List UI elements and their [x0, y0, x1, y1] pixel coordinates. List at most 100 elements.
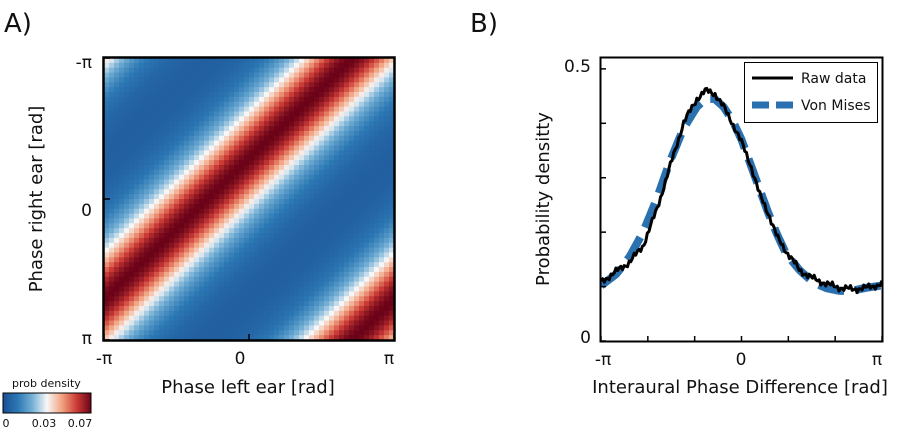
heatmap-cell: [109, 252, 115, 258]
heatmap-cell: [219, 126, 225, 132]
heatmap-cell: [174, 257, 180, 263]
heatmap-cell: [189, 121, 195, 127]
heatmap-cell: [289, 145, 295, 151]
heatmap-cell: [229, 58, 235, 64]
heatmap-cell: [379, 257, 385, 263]
heatmap-cell: [244, 320, 250, 327]
heatmap-cell: [119, 218, 125, 224]
heatmap-cell: [219, 135, 225, 142]
heatmap-cell: [269, 242, 275, 249]
heatmap-cell: [379, 203, 385, 210]
heatmap-cell: [349, 130, 355, 137]
heatmap-cell: [164, 237, 170, 244]
heatmap-cell: [234, 247, 240, 254]
heatmap-cell: [389, 267, 394, 273]
heatmap-cell: [169, 160, 175, 166]
heatmap-cell: [209, 330, 215, 336]
heatmap-cell: [389, 252, 394, 258]
heatmap-cell: [309, 271, 315, 278]
heatmap-cell: [299, 62, 305, 69]
heatmap-cell: [274, 130, 280, 137]
heatmap-cell: [289, 189, 295, 195]
heatmap-cell: [189, 276, 195, 283]
heatmap-cell: [184, 247, 190, 254]
heatmap-cell: [179, 281, 185, 288]
heatmap-cell: [174, 150, 180, 156]
heatmap-cell: [159, 291, 165, 297]
heatmap-cell: [149, 218, 155, 224]
heatmap-cell: [369, 106, 375, 113]
heatmap-cell: [239, 218, 245, 224]
heatmap-cell: [144, 223, 150, 229]
heatmap-cell: [204, 116, 210, 122]
heatmap-cell: [194, 252, 200, 258]
heatmap-cell: [204, 87, 210, 93]
heatmap-cell: [339, 315, 345, 322]
heatmap-cell: [284, 72, 290, 79]
heatmap-cell: [339, 213, 345, 220]
heatmap-cell: [299, 325, 305, 331]
heatmap-cell: [264, 130, 270, 137]
heatmap-cell: [224, 213, 230, 220]
heatmap-cell: [284, 271, 290, 278]
heatmap-cell: [274, 262, 280, 268]
heatmap-cell: [374, 208, 380, 215]
heatmap-cell: [294, 252, 300, 258]
heatmap-cell: [314, 335, 320, 340]
heatmap-cell: [129, 145, 135, 151]
heatmap-cell: [139, 267, 145, 273]
heatmap-cell: [384, 160, 390, 166]
heatmap-cell: [199, 203, 205, 210]
heatmap-cell: [334, 330, 340, 336]
heatmap-cell: [344, 291, 350, 297]
heatmap-cell: [324, 247, 330, 254]
heatmap-cell: [124, 325, 130, 331]
heatmap-cell: [119, 325, 125, 331]
heatmap-cell: [194, 96, 200, 103]
heatmap-cell: [209, 247, 215, 254]
heatmap-cell: [389, 62, 394, 69]
heatmap-cell: [189, 189, 195, 195]
heatmap-cell: [289, 223, 295, 229]
heatmap-cell: [369, 252, 375, 258]
heatmap-cell: [204, 262, 210, 268]
heatmap-cell: [199, 140, 205, 147]
heatmap-cell: [369, 121, 375, 127]
heatmap-cell: [144, 140, 150, 147]
heatmap-cell: [324, 92, 330, 98]
heatmap-cell: [109, 291, 115, 297]
heatmap-cell: [354, 237, 360, 244]
heatmap-cell: [119, 174, 125, 181]
heatmap-cell: [209, 87, 215, 93]
heatmap-cell: [334, 150, 340, 156]
heatmap-cell: [144, 257, 150, 263]
heatmap-cell: [104, 247, 110, 254]
heatmap-cell: [339, 194, 345, 200]
heatmap-cell: [194, 228, 200, 234]
heatmap-cell: [329, 213, 335, 220]
heatmap-cell: [374, 101, 380, 108]
heatmap-cell: [129, 58, 135, 64]
heatmap-cell: [194, 257, 200, 263]
heatmap-cell: [324, 101, 330, 108]
heatmap-cell: [234, 179, 240, 186]
heatmap-cell: [344, 218, 350, 224]
heatmap-cell: [129, 247, 135, 254]
heatmap-cell: [179, 203, 185, 210]
heatmap-cell: [219, 111, 225, 117]
heatmap-cell: [304, 218, 310, 224]
heatmap-cell: [369, 310, 375, 317]
heatmap-cell: [314, 169, 320, 176]
heatmap-cell: [169, 135, 175, 142]
heatmap-cell: [329, 335, 335, 340]
heatmap-cell: [214, 116, 220, 122]
heatmap-cell: [389, 330, 394, 336]
heatmap-cell: [319, 126, 325, 132]
heatmap-cell: [294, 92, 300, 98]
heatmap-cell: [349, 150, 355, 156]
heatmap-cell: [364, 203, 370, 210]
heatmap-cell: [314, 126, 320, 132]
heatmap-cell: [199, 218, 205, 224]
heatmap-cell: [189, 203, 195, 210]
heatmap-cell: [124, 291, 130, 297]
